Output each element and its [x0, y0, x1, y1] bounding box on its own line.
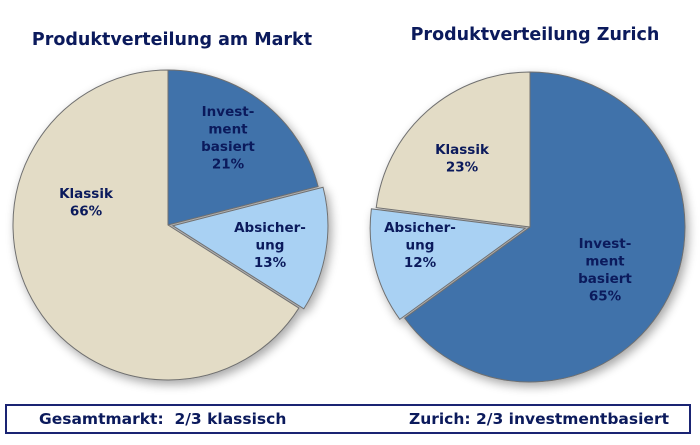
slice-label: Invest-ment basiert 65%	[578, 236, 632, 305]
pie-slice	[167, 69, 319, 226]
summary-box: Gesamtmarkt: 2/3 klassisch Zurich: 2/3 i…	[5, 404, 691, 434]
market-pie-chart: Produktverteilung am Markt Invest-ment bas…	[12, 30, 329, 381]
chart-title: Produktverteilung am Markt	[32, 30, 312, 50]
zurich-pie-chart: Produktverteilung Zurich Invest-ment basie…	[369, 25, 686, 383]
pie-slice	[12, 69, 300, 381]
slice-label: Absicher-ung 12%	[384, 220, 456, 271]
slice-label: Klassik 23%	[435, 142, 490, 176]
pie-slice	[369, 208, 527, 321]
slice-label: Invest-ment basiert 21%	[201, 104, 255, 173]
chart-title: Produktverteilung Zurich	[411, 25, 660, 45]
pie-slice	[403, 71, 686, 383]
summary-market-text: Gesamtmarkt: 2/3 klassisch	[39, 410, 287, 428]
slice-label: Absicher-ung 13%	[234, 220, 306, 271]
slice-label: Klassik 66%	[59, 186, 114, 220]
pie-slice	[375, 71, 531, 228]
summary-zurich-text: Zurich: 2/3 investmentbasiert	[408, 410, 669, 428]
pie-slice	[171, 186, 329, 310]
